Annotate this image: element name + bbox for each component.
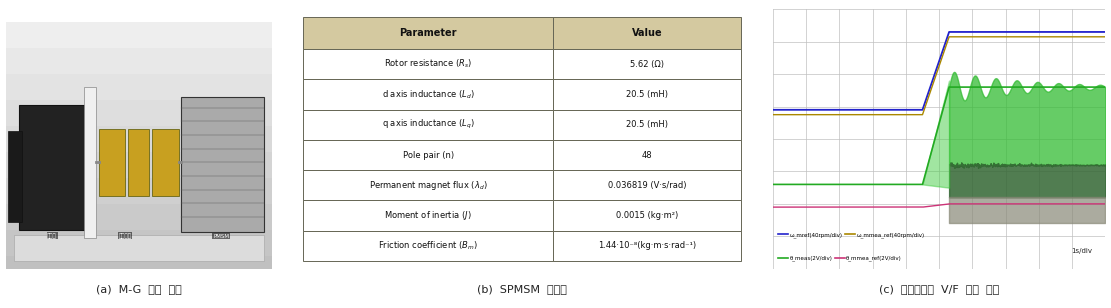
Text: Pole pair (n): Pole pair (n) <box>402 151 453 160</box>
Text: Friction coefficient ($B_m$): Friction coefficient ($B_m$) <box>378 240 478 252</box>
Legend: θ_meas(2V/div), θ_mmea_ref(2V/div): θ_meas(2V/div), θ_mmea_ref(2V/div) <box>775 253 904 263</box>
FancyBboxPatch shape <box>303 110 553 140</box>
Text: q axis inductance ($L_q$): q axis inductance ($L_q$) <box>382 118 474 131</box>
Bar <box>6 230 272 256</box>
FancyBboxPatch shape <box>303 231 553 261</box>
FancyBboxPatch shape <box>303 49 553 79</box>
Bar <box>6 178 272 204</box>
FancyBboxPatch shape <box>99 129 126 196</box>
Bar <box>6 48 272 74</box>
FancyBboxPatch shape <box>553 170 741 201</box>
FancyBboxPatch shape <box>553 17 741 49</box>
Bar <box>6 74 272 100</box>
Text: 48: 48 <box>642 151 652 160</box>
Text: (b)  SPMSM  제정수: (b) SPMSM 제정수 <box>478 284 568 294</box>
Text: d axis inductance ($L_d$): d axis inductance ($L_d$) <box>382 88 474 101</box>
Text: (c)  동기전동기  V/F  구동  결과: (c) 동기전동기 V/F 구동 결과 <box>879 284 999 294</box>
FancyBboxPatch shape <box>553 140 741 170</box>
Text: 0.036819 (V·s/rad): 0.036819 (V·s/rad) <box>608 181 687 190</box>
Text: Rotor resistance ($R_s$): Rotor resistance ($R_s$) <box>384 58 472 71</box>
Text: 보모터: 보모터 <box>48 233 57 239</box>
FancyBboxPatch shape <box>553 231 741 261</box>
FancyBboxPatch shape <box>303 201 553 231</box>
FancyBboxPatch shape <box>303 140 553 170</box>
Text: 1s/div: 1s/div <box>1071 248 1092 254</box>
Bar <box>6 256 272 282</box>
Bar <box>6 204 272 230</box>
FancyBboxPatch shape <box>8 131 21 222</box>
Bar <box>6 100 272 126</box>
Text: 1.44·10⁻⁸(kg·m·s·rad⁻¹): 1.44·10⁻⁸(kg·m·s·rad⁻¹) <box>598 241 697 250</box>
Text: 20.5 (mH): 20.5 (mH) <box>625 120 668 129</box>
FancyBboxPatch shape <box>553 201 741 231</box>
FancyBboxPatch shape <box>303 79 553 110</box>
Text: Permanent magnet flux ($\lambda_d$): Permanent magnet flux ($\lambda_d$) <box>369 179 488 192</box>
FancyBboxPatch shape <box>553 79 741 110</box>
FancyBboxPatch shape <box>181 97 263 233</box>
FancyBboxPatch shape <box>303 17 553 49</box>
Text: PMSM: PMSM <box>213 233 229 239</box>
FancyBboxPatch shape <box>128 129 149 196</box>
Text: 토크미터: 토크미터 <box>119 233 132 239</box>
FancyBboxPatch shape <box>303 170 553 201</box>
Text: 0.0015 (kg·m²): 0.0015 (kg·m²) <box>615 211 678 220</box>
Bar <box>6 152 272 178</box>
Text: Parameter: Parameter <box>399 28 457 38</box>
FancyBboxPatch shape <box>553 49 741 79</box>
Bar <box>6 22 272 48</box>
Text: Moment of inertia ($J$): Moment of inertia ($J$) <box>384 209 472 222</box>
Text: (a)  M-G  세트  구성: (a) M-G 세트 구성 <box>96 284 181 294</box>
Bar <box>6 126 272 152</box>
Text: 20.5 (mH): 20.5 (mH) <box>625 90 668 99</box>
FancyBboxPatch shape <box>553 110 741 140</box>
Text: Value: Value <box>632 28 662 38</box>
Text: 5.62 (Ω): 5.62 (Ω) <box>630 60 664 69</box>
FancyBboxPatch shape <box>152 129 179 196</box>
FancyBboxPatch shape <box>13 235 263 261</box>
FancyBboxPatch shape <box>19 105 86 230</box>
FancyBboxPatch shape <box>84 87 96 237</box>
